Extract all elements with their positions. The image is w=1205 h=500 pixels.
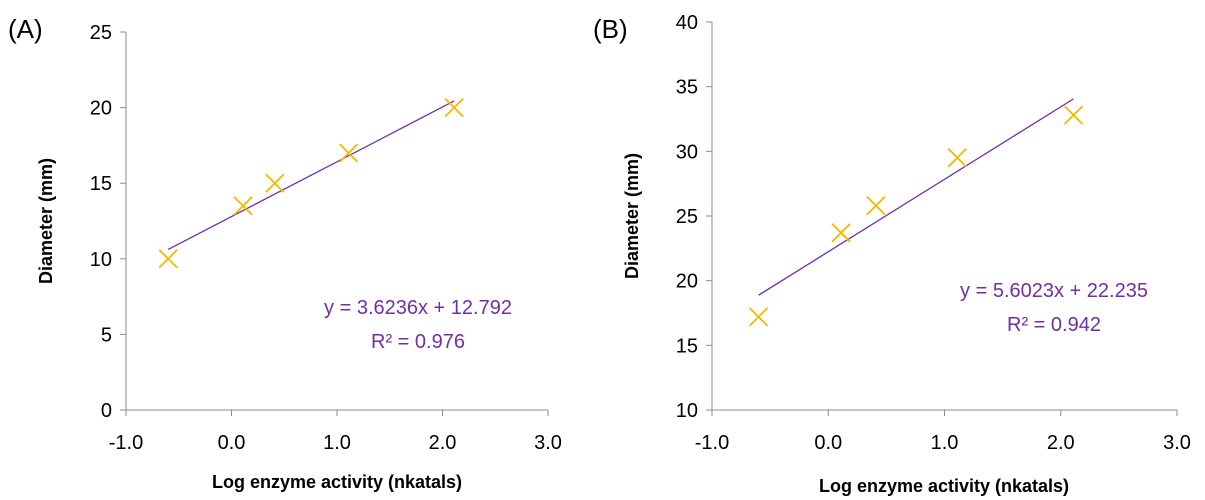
data-point-stroke — [1063, 105, 1084, 125]
data-point — [866, 196, 886, 216]
panel-label: (A) — [8, 14, 43, 44]
trendline — [758, 98, 1074, 296]
y-axis-title: Diameter (mm) — [36, 158, 56, 284]
data-point-stroke — [947, 148, 967, 168]
data-point — [444, 97, 464, 118]
trendline — [167, 100, 455, 251]
data-point — [1063, 105, 1084, 125]
y-tick-label: 10 — [676, 400, 698, 422]
panel-label: (B) — [593, 14, 628, 44]
data-point — [338, 143, 359, 163]
y-tick-label: 25 — [676, 206, 698, 228]
x-tick-label: 2.0 — [429, 432, 457, 454]
y-tick-label: 10 — [90, 249, 112, 271]
x-tick-label: 0.0 — [218, 432, 246, 454]
trendline-equation: y = 5.6023x + 22.235 — [960, 280, 1148, 302]
x-tick-label: 1.0 — [323, 432, 351, 454]
x-axis-title: Log enzyme activity (nkatals) — [819, 476, 1069, 496]
data-point-stroke — [866, 196, 886, 216]
y-tick-label: 40 — [676, 12, 698, 34]
y-axis-title: Diameter (mm) — [622, 153, 642, 279]
r-squared-label: R² = 0.976 — [371, 331, 465, 353]
data-point — [158, 249, 178, 269]
data-point-stroke — [831, 223, 851, 243]
y-tick-label: 20 — [676, 271, 698, 293]
x-axis-title: Log enzyme activity (nkatals) — [212, 472, 462, 492]
data-point-stroke — [158, 249, 178, 269]
data-point — [947, 148, 967, 168]
y-tick-label: 25 — [90, 22, 112, 44]
y-tick-label: 5 — [101, 324, 112, 346]
trendline-equation: y = 3.6236x + 12.792 — [324, 297, 512, 319]
data-point — [265, 173, 285, 193]
data-point-stroke — [338, 143, 359, 163]
data-point — [748, 307, 769, 327]
x-tick-label: 3.0 — [1163, 432, 1191, 454]
chart-panel-b: 10 15 20 25 30 35 40 -1.0 0.0 1.0 2.0 3.0 (B) Diamete… — [593, 12, 1191, 496]
data-point-stroke — [233, 196, 253, 216]
y-tick-label: 35 — [676, 77, 698, 99]
x-tick-label: 3.0 — [534, 432, 562, 454]
data-point-stroke — [748, 307, 769, 327]
y-tick-label: 15 — [676, 335, 698, 357]
x-tick-label: -1.0 — [109, 432, 143, 454]
data-point — [233, 196, 253, 216]
y-tick-label: 30 — [676, 141, 698, 163]
data-point-stroke — [444, 97, 464, 118]
x-tick-label: 0.0 — [814, 432, 842, 454]
r-squared-label: R² = 0.942 — [1007, 314, 1101, 336]
y-tick-label: 20 — [90, 98, 112, 120]
data-point-stroke — [265, 173, 285, 193]
chart-panel-a: 0 5 10 15 20 25 -1.0 0.0 1.0 2.0 3.0 (A) Diameter (m… — [8, 14, 562, 492]
y-tick-label: 0 — [101, 400, 112, 422]
x-tick-label: 1.0 — [931, 432, 959, 454]
y-tick-label: 15 — [90, 173, 112, 195]
x-tick-label: -1.0 — [695, 432, 729, 454]
x-tick-label: 2.0 — [1047, 432, 1075, 454]
data-point — [831, 223, 851, 243]
